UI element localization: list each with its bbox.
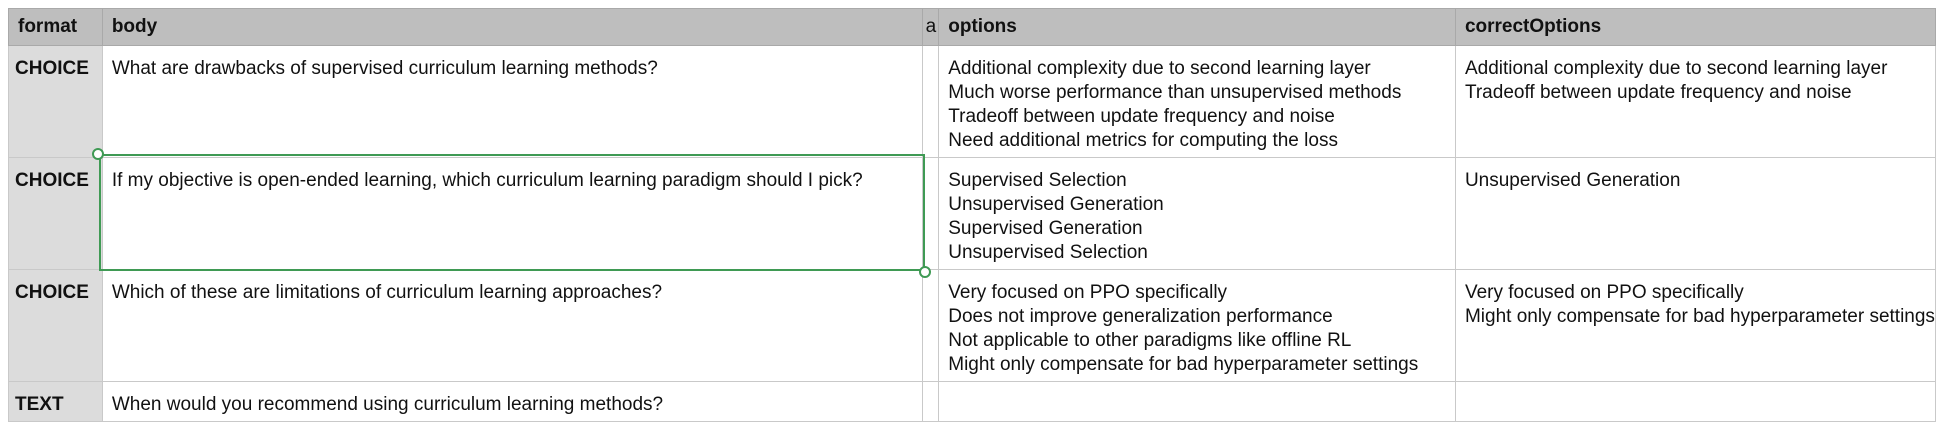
option-line: Supervised Selection (948, 170, 1127, 191)
spreadsheet: format body a options correctOptions CHO… (8, 8, 1936, 422)
body-cell[interactable]: What are drawbacks of supervised curricu… (101, 45, 923, 158)
correct-options-cell[interactable]: Additional complexity due to second lear… (1454, 45, 1936, 158)
option-line: Much worse performance than unsupervised… (948, 82, 1402, 103)
column-header-format[interactable]: format (8, 8, 103, 46)
table-row: TEXT When would you recommend using curri… (8, 381, 1936, 422)
column-header-correct-options[interactable]: correctOptions (1454, 8, 1936, 46)
format-cell[interactable]: CHOICE (8, 157, 103, 270)
options-cell[interactable]: Supervised Selection Unsupervised Generat… (938, 157, 1456, 270)
body-cell[interactable]: Which of these are limitations of curric… (101, 269, 923, 382)
a-cell[interactable] (921, 269, 940, 382)
a-cell[interactable] (921, 45, 940, 158)
option-line: Additional complexity due to second lear… (948, 58, 1371, 79)
option-line: Need additional metrics for computing th… (948, 130, 1338, 151)
data-table: format body a options correctOptions CHO… (8, 8, 1936, 422)
options-cell[interactable]: Additional complexity due to second lear… (938, 45, 1456, 158)
option-line: Not applicable to other paradigms like o… (948, 330, 1352, 351)
correct-options-cell[interactable]: Very focused on PPO specifically Might on… (1454, 269, 1936, 382)
option-line: Tradeoff between update frequency and no… (948, 106, 1335, 127)
correct-options-cell[interactable]: Unsupervised Generation (1454, 157, 1936, 270)
options-cell[interactable]: Very focused on PPO specifically Does not… (938, 269, 1456, 382)
correct-option-line: Might only compensate for bad hyperparam… (1464, 306, 1935, 327)
header-row: format body a options correctOptions (8, 8, 1936, 46)
table-row: CHOICE What are drawbacks of supervised c… (8, 45, 1936, 158)
a-cell[interactable] (921, 157, 940, 270)
column-header-a[interactable]: a (921, 8, 940, 46)
table-row: CHOICE If my objective is open-ended lear… (8, 157, 1936, 270)
format-cell[interactable]: CHOICE (8, 269, 103, 382)
option-line: Very focused on PPO specifically (948, 282, 1228, 303)
correct-options-cell[interactable] (1454, 381, 1936, 422)
correct-option-line: Unsupervised Generation (1464, 170, 1681, 191)
format-cell[interactable]: TEXT (8, 381, 103, 422)
body-cell[interactable]: If my objective is open-ended learning, … (101, 157, 923, 270)
option-line: Unsupervised Selection (948, 242, 1148, 263)
column-header-options[interactable]: options (938, 8, 1456, 46)
option-line: Does not improve generalization performa… (948, 306, 1333, 327)
option-line: Unsupervised Generation (948, 194, 1164, 215)
format-cell[interactable]: CHOICE (8, 45, 103, 158)
option-line: Supervised Generation (948, 218, 1143, 239)
a-cell[interactable] (921, 381, 940, 422)
correct-option-line: Very focused on PPO specifically (1464, 282, 1744, 303)
option-line: Might only compensate for bad hyperparam… (948, 354, 1419, 375)
selection-handle-bottom-right[interactable] (919, 266, 931, 278)
correct-option-line: Tradeoff between update frequency and no… (1464, 82, 1852, 103)
body-cell[interactable]: When would you recommend using curriculu… (101, 381, 923, 422)
selection-handle-top-left[interactable] (92, 148, 104, 160)
options-cell[interactable] (938, 381, 1456, 422)
correct-option-line: Additional complexity due to second lear… (1464, 58, 1888, 79)
table-row: CHOICE Which of these are limitations of … (8, 269, 1936, 382)
column-header-body[interactable]: body (101, 8, 923, 46)
